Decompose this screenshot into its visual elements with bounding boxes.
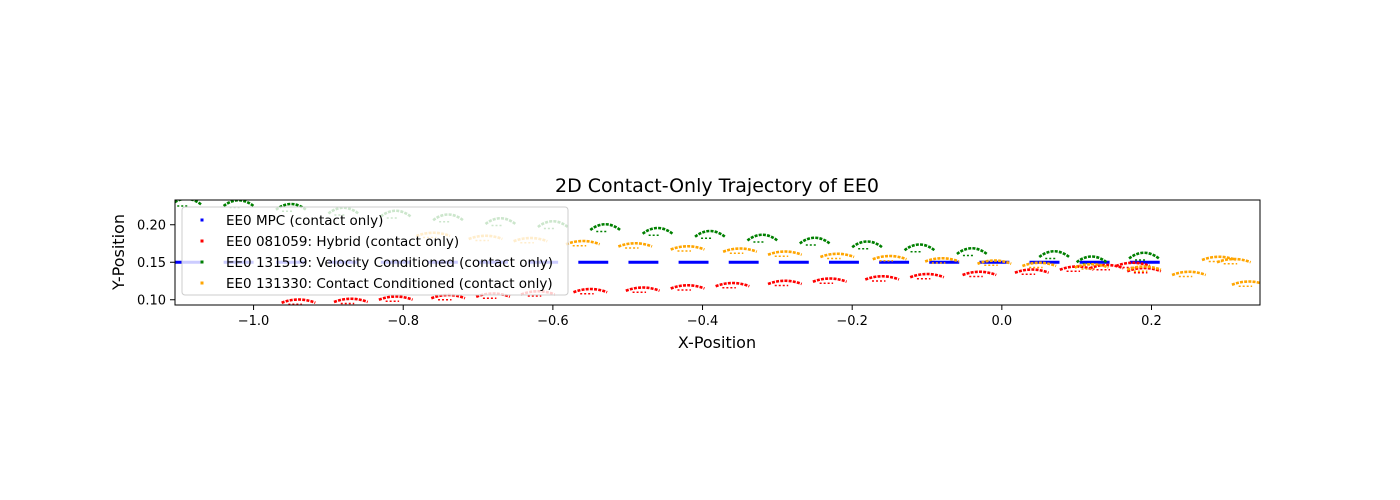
legend-label: EE0 131519: Velocity Conditioned (contac…: [226, 255, 553, 271]
legend-marker: [200, 218, 204, 222]
data-point: [1171, 270, 1207, 278]
data-point: [1126, 266, 1162, 274]
x-tick-label: −0.8: [387, 314, 419, 329]
data-point: [909, 272, 945, 280]
chart-title: 2D Contact-Only Trajectory of EE0: [555, 175, 879, 197]
legend-label: EE0 081059: Hybrid (contact only): [226, 234, 459, 250]
x-tick-label: −1.0: [238, 314, 270, 329]
data-point: [670, 244, 705, 252]
y-axis: 0.10 0.15 0.20: [137, 218, 175, 308]
data-point: [1126, 265, 1162, 273]
legend-marker: [200, 281, 204, 285]
data-point: [722, 247, 758, 255]
legend-label: EE0 MPC (contact only): [226, 213, 383, 229]
plot-frame: [174, 199, 1261, 306]
data-point: [851, 240, 883, 250]
data-point: [1201, 255, 1237, 263]
data-point: [617, 241, 653, 249]
legend-marker: [200, 239, 204, 243]
legend-item: EE0 081059: Hybrid (contact only): [200, 234, 459, 250]
data-point: [812, 277, 848, 285]
legend-marker: [200, 260, 204, 264]
data-point: [1074, 262, 1109, 270]
x-axis: −1.0 −0.8 −0.6 −0.4 −0.2 0.0 0.2: [238, 305, 1162, 329]
data-point: [767, 250, 803, 258]
data-point: [977, 259, 1012, 267]
data-point: [746, 233, 779, 243]
x-tick-label: 0.0: [992, 314, 1013, 329]
data-point: [625, 286, 660, 294]
data-point: [222, 200, 255, 209]
data-point: [924, 256, 960, 264]
data-point: [670, 283, 705, 291]
data-point: [694, 229, 726, 240]
data-point: [430, 293, 466, 301]
data-point: [864, 274, 900, 282]
data-point: [589, 222, 622, 233]
data-point: [715, 281, 750, 289]
y-tick-label: 0.10: [137, 293, 166, 308]
data-point: [641, 226, 674, 237]
data-point: [1014, 268, 1050, 276]
data-point: [565, 239, 601, 247]
x-tick-label: −0.2: [836, 314, 868, 329]
data-point: [1216, 257, 1252, 265]
y-tick-label: 0.15: [137, 256, 166, 271]
data-point: [1128, 251, 1160, 261]
legend-item: EE0 131519: Velocity Conditioned (contac…: [200, 255, 553, 271]
y-tick-label: 0.20: [137, 218, 166, 233]
data-point: [903, 243, 936, 253]
legend-label: EE0 131330: Contact Conditioned (contact…: [226, 276, 553, 292]
data-point: [1021, 261, 1057, 269]
data-point: [333, 297, 369, 305]
data-point: [962, 270, 997, 278]
x-tick-label: 0.2: [1141, 314, 1162, 329]
data-point: [799, 236, 831, 246]
x-tick-label: −0.4: [687, 314, 719, 329]
data-point: [1089, 263, 1124, 271]
data-point: [378, 295, 414, 303]
legend-box: [181, 206, 569, 296]
data-point: [819, 252, 855, 260]
x-axis-label: X-Position: [678, 333, 756, 352]
x-tick-label: −0.6: [537, 314, 569, 329]
data-point: [872, 254, 907, 262]
legend-item: EE0 131330: Contact Conditioned (contact…: [200, 276, 553, 292]
data-point: [1038, 249, 1070, 260]
legend: EE0 MPC (contact only) EE0 081059: Hybrid…: [181, 206, 569, 296]
data-point: [1231, 280, 1260, 288]
data-point: [175, 200, 202, 207]
data-point: [281, 298, 316, 305]
data-point: [767, 279, 803, 287]
data-point: [956, 246, 988, 257]
data-point: [572, 287, 608, 295]
y-axis-label: Y-Position: [109, 214, 128, 291]
legend-item: EE0 MPC (contact only): [200, 213, 383, 229]
data-point: [1115, 261, 1151, 269]
